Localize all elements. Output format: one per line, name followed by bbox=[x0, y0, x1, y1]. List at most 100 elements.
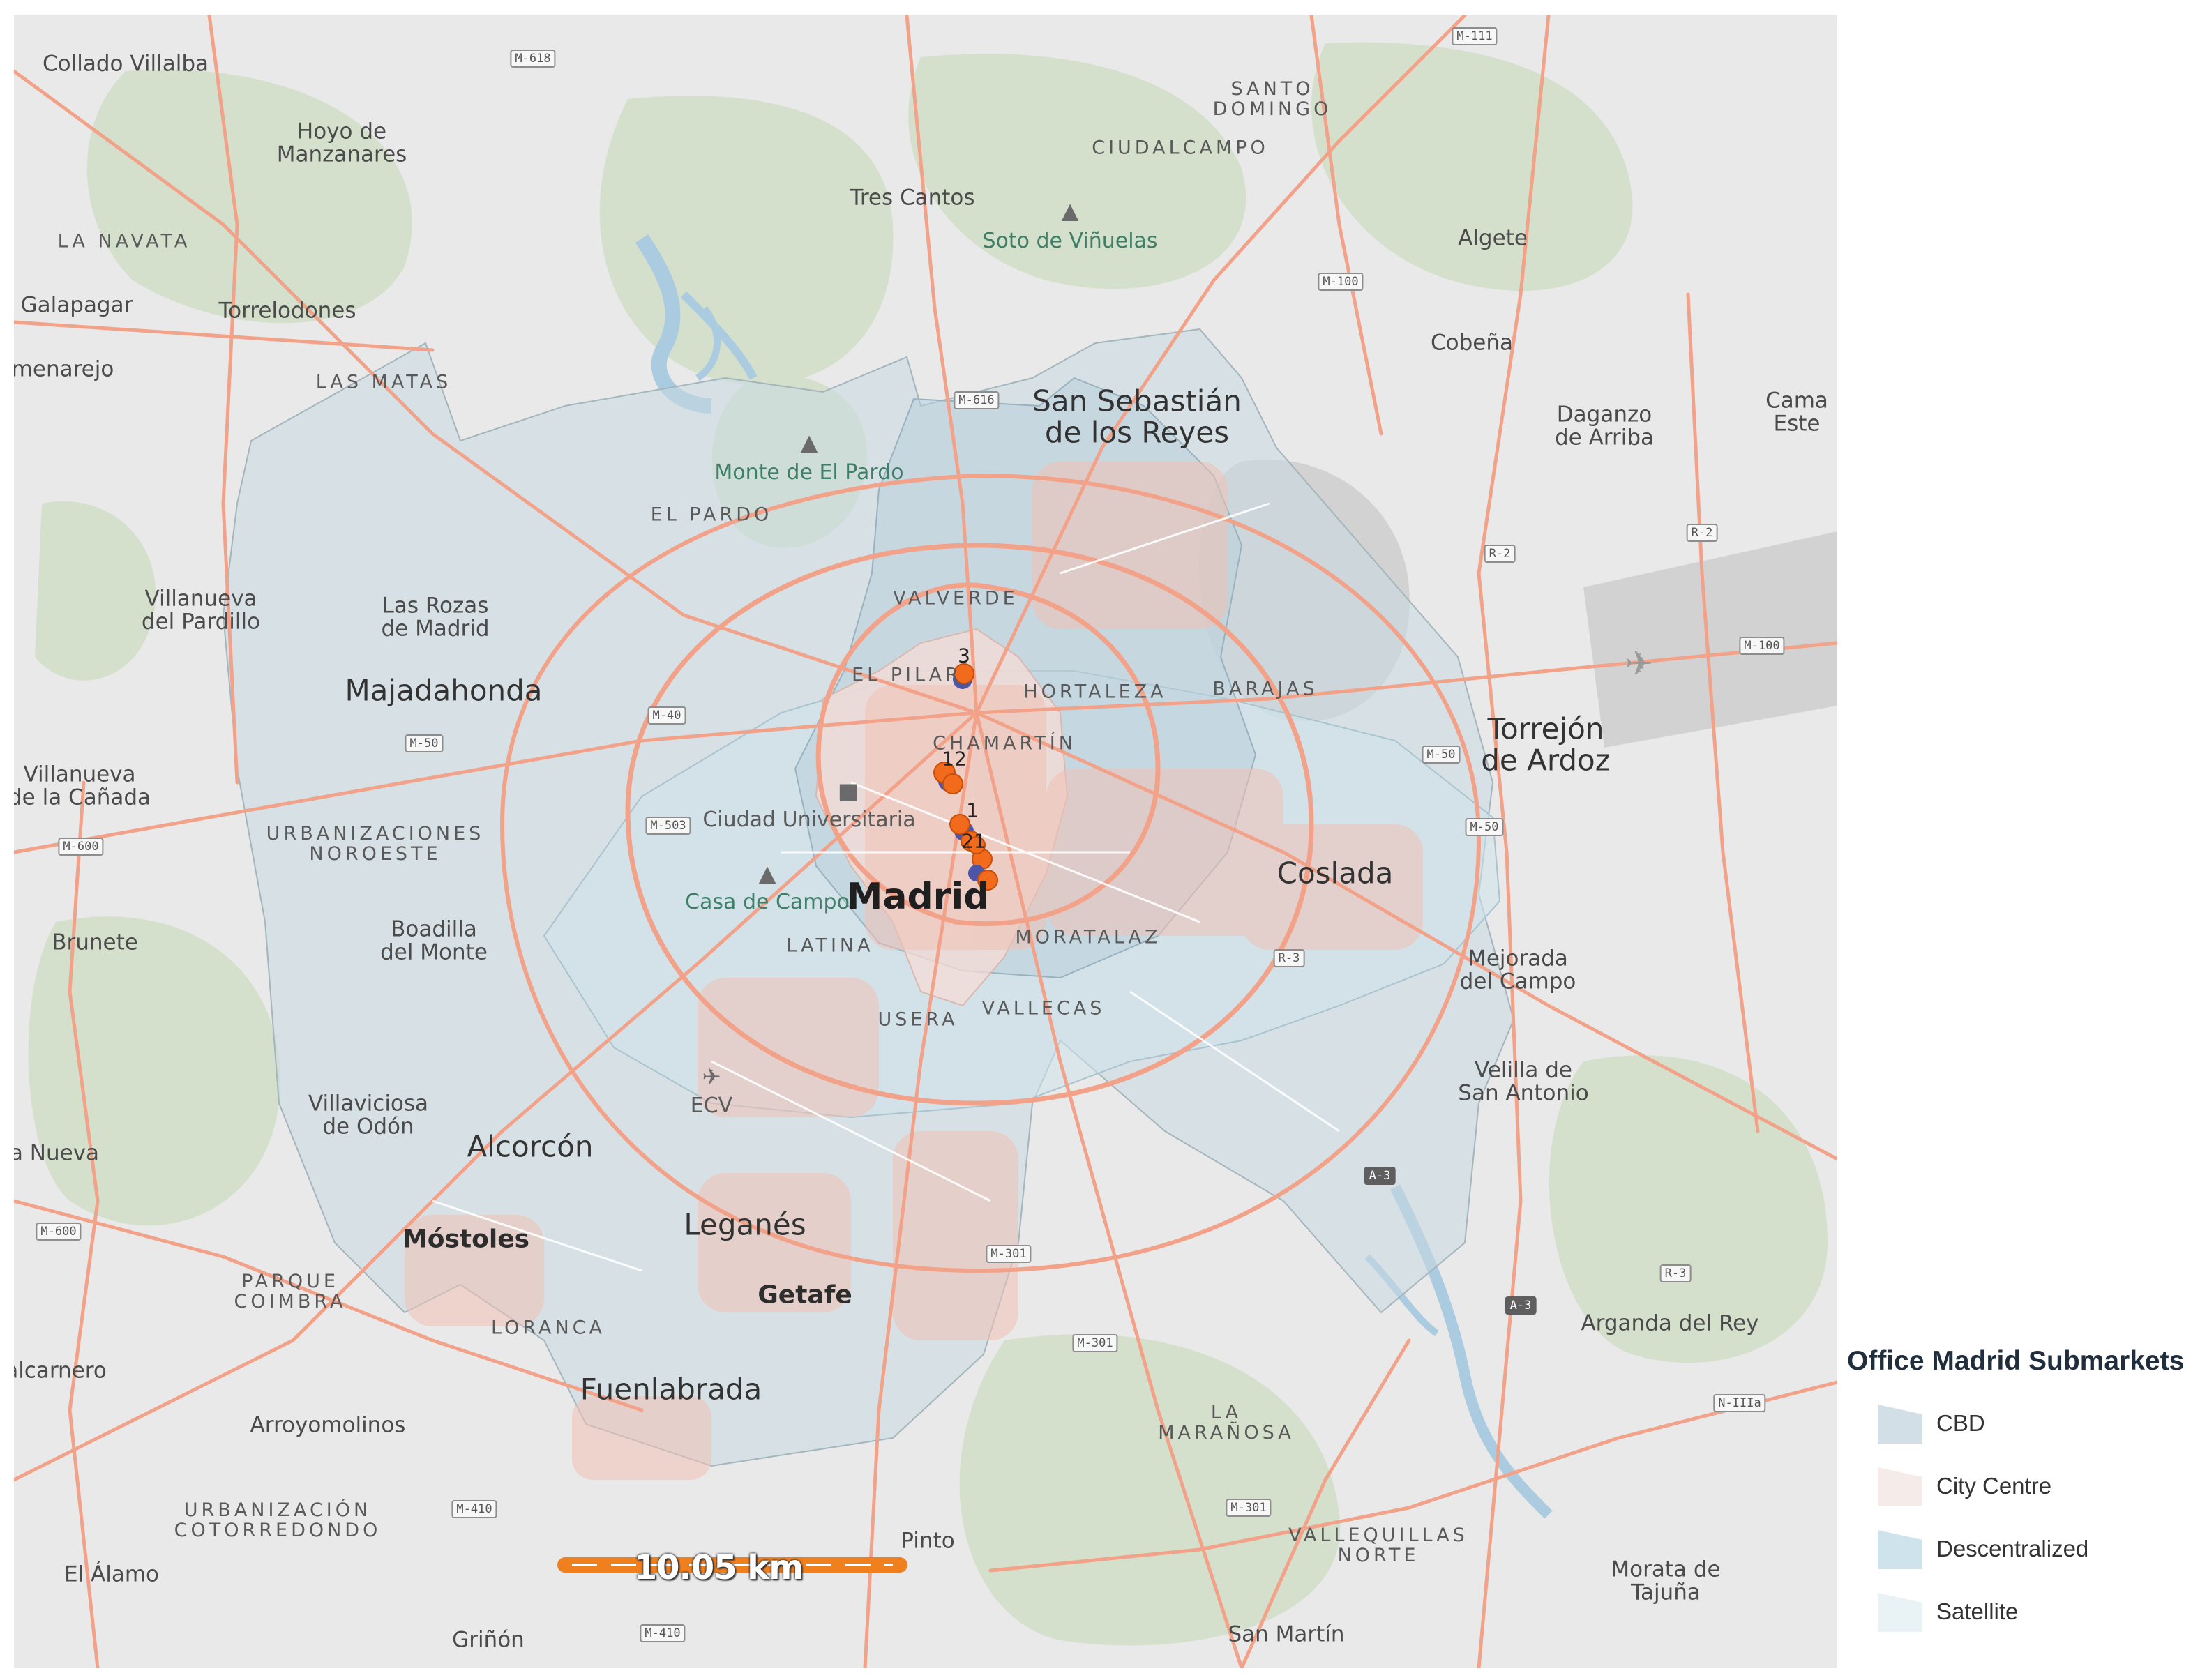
road-badge-m50: M-50 bbox=[405, 734, 444, 752]
label-mostoles: Móstoles bbox=[402, 1225, 530, 1254]
label-las-matas: LAS MATAS bbox=[315, 371, 452, 393]
label-urbanizacion-cotorredondo: URBANIZACIÓN COTORREDONDO bbox=[174, 1499, 382, 1541]
label-arroyomolinos: Arroyomolinos bbox=[250, 1412, 406, 1438]
road-badge-a3: A-3 bbox=[1505, 1296, 1537, 1315]
marker-cluster-count[interactable]: 1 bbox=[966, 799, 979, 822]
label-collado-villalba: Collado Villalba bbox=[43, 51, 209, 77]
label-boadilla-del-monte: Boadilla del Monte bbox=[380, 916, 488, 965]
label-villanueva-del-pardillo: Villanueva del Pardillo bbox=[141, 586, 261, 635]
label-la-maranosa: LA MARAÑOSA bbox=[1158, 1401, 1295, 1444]
park-tree-icon: ▲ bbox=[1061, 197, 1079, 224]
road-badge-m100: M-100 bbox=[1739, 637, 1785, 655]
label-ciudad-universitaria: Ciudad Universitaria bbox=[702, 807, 916, 832]
label-latina: LATINA bbox=[786, 934, 874, 957]
label-fuenlabrada: Fuenlabrada bbox=[580, 1372, 762, 1407]
label-navalcarnero: alcarnero bbox=[14, 1358, 107, 1384]
label-moratalaz: MORATALAZ bbox=[1015, 926, 1161, 948]
label-madrid: Madrid bbox=[846, 875, 990, 918]
road-badge-m600: M-600 bbox=[36, 1223, 82, 1241]
legend-item-descentralized[interactable]: Descentralized bbox=[1847, 1518, 2196, 1580]
label-la-navata: LA NAVATA bbox=[57, 230, 191, 252]
label-ecv: ECV bbox=[690, 1093, 733, 1118]
legend-label: City Centre bbox=[1936, 1473, 2052, 1499]
legend-item-cbd[interactable]: CBD bbox=[1847, 1392, 2196, 1455]
park-tree-icon: ▲ bbox=[758, 860, 776, 886]
road-badge-n3: N-IIIa bbox=[1713, 1394, 1766, 1412]
road-badge-r2: R-2 bbox=[1686, 524, 1718, 542]
road-badge-r3: R-3 bbox=[1273, 949, 1305, 967]
legend-title: Office Madrid Submarkets bbox=[1847, 1346, 2185, 1376]
label-cobena: Cobeña bbox=[1430, 330, 1514, 356]
label-mejorada-del-campo: Mejorada del Campo bbox=[1459, 946, 1576, 994]
road-badge-m50: M-50 bbox=[1465, 818, 1504, 836]
marker-cluster-count[interactable]: 3 bbox=[958, 644, 970, 667]
road-badge-a3: A-3 bbox=[1364, 1167, 1396, 1185]
label-loranca: LORANCA bbox=[491, 1317, 605, 1339]
road-badge-m618: M-618 bbox=[510, 50, 556, 68]
label-las-rozas-de-madrid: Las Rozas de Madrid bbox=[381, 593, 490, 642]
label-el-pardo: EL PARDO bbox=[650, 504, 773, 526]
legend-swatch-satellite bbox=[1878, 1593, 1922, 1632]
marker-cluster-count[interactable]: 12 bbox=[942, 747, 967, 771]
label-vallecas: VALLECAS bbox=[981, 997, 1106, 1020]
label-villanueva-de-la-canada: Villanueva de la Cañada bbox=[14, 762, 151, 810]
label-grinon: Griñón bbox=[452, 1627, 525, 1653]
label-san-sebastian-de-los-reyes: San Sebastián de los Reyes bbox=[1032, 384, 1242, 450]
label-soto-de-vinuelas: Soto de Viñuelas bbox=[982, 228, 1158, 253]
label-casa-de-campo: Casa de Campo bbox=[685, 889, 850, 914]
park-tree-icon: ▲ bbox=[800, 429, 818, 455]
label-alcorcon: Alcorcón bbox=[467, 1129, 594, 1164]
label-hoyo-de-manzanares: Hoyo de Manzanares bbox=[276, 119, 407, 167]
road-badge-m410: M-410 bbox=[640, 1624, 686, 1642]
road-badge-m503: M-503 bbox=[645, 817, 691, 835]
map-canvas[interactable]: Collado Villalba Hoyo de Manzanares LA N… bbox=[14, 15, 1837, 1668]
minor-roads bbox=[432, 502, 1340, 1272]
road-badge-m301: M-301 bbox=[986, 1245, 1032, 1263]
legend-swatch-cbd bbox=[1878, 1405, 1922, 1444]
marker-cluster-count[interactable]: 21 bbox=[961, 829, 986, 853]
label-majadahonda: Majadahonda bbox=[345, 673, 543, 708]
legend-swatch-descentralized bbox=[1878, 1530, 1922, 1569]
road-badge-m301: M-301 bbox=[1226, 1499, 1272, 1517]
label-el-alamo: El Álamo bbox=[63, 1561, 160, 1587]
legend-label: CBD bbox=[1936, 1410, 1985, 1436]
label-navalcarnero-nueva: a Nueva bbox=[14, 1140, 100, 1166]
road-badge-m410: M-410 bbox=[451, 1500, 497, 1518]
airport-plane-icon: ✈ bbox=[702, 1064, 721, 1090]
label-tres-cantos: Tres Cantos bbox=[850, 185, 975, 211]
label-camarma: Cama Este bbox=[1765, 388, 1828, 437]
legend-label: Descentralized bbox=[1936, 1536, 2089, 1561]
label-el-pilar: EL PILAR bbox=[852, 664, 962, 686]
label-coslada: Coslada bbox=[1276, 856, 1394, 891]
label-velilla-de-san-antonio: Velilla de San Antonio bbox=[1458, 1057, 1589, 1106]
legend-item-city-centre[interactable]: City Centre bbox=[1847, 1455, 2196, 1518]
label-algete: Algete bbox=[1458, 225, 1528, 251]
label-san-martin: San Martín bbox=[1228, 1621, 1345, 1647]
legend-label: Satellite bbox=[1936, 1598, 2019, 1624]
label-monte-de-el-pardo: Monte de El Pardo bbox=[714, 460, 904, 485]
label-torrelodones: Torrelodones bbox=[218, 298, 356, 324]
label-arganda-del-rey: Arganda del Rey bbox=[1581, 1310, 1759, 1336]
legend-item-satellite[interactable]: Satellite bbox=[1847, 1580, 2196, 1643]
label-vallequillas-norte: VALLEQUILLAS NORTE bbox=[1288, 1524, 1468, 1566]
scale-bar-label: 10.05 km bbox=[633, 1548, 804, 1587]
label-pinto: Pinto bbox=[901, 1528, 955, 1554]
legend: Office Madrid Submarkets CBD City Centre… bbox=[1847, 1346, 2196, 1643]
university-icon: ■ bbox=[837, 778, 859, 804]
road-badge-m111: M-111 bbox=[1452, 27, 1498, 45]
road-badge-r3: R-3 bbox=[1659, 1264, 1692, 1282]
legend-swatch-city-centre bbox=[1878, 1467, 1922, 1506]
label-villaviciosa-de-odon: Villaviciosa de Odón bbox=[308, 1091, 429, 1140]
label-leganes: Leganés bbox=[684, 1207, 806, 1242]
road-badge-m301: M-301 bbox=[1072, 1334, 1118, 1352]
label-chamartin: CHAMARTÍN bbox=[933, 732, 1076, 755]
label-colmenarejo: menarejo bbox=[14, 356, 114, 382]
airport-plane-icon: ✈ bbox=[1625, 644, 1654, 683]
label-getafe: Getafe bbox=[758, 1280, 852, 1310]
road-badge-m40: M-40 bbox=[647, 706, 686, 725]
label-morata-de-tajuna: Morata de Tajuña bbox=[1611, 1557, 1721, 1605]
property-markers[interactable] bbox=[933, 663, 998, 891]
road-network bbox=[14, 15, 1837, 1668]
label-valverde: VALVERDE bbox=[893, 587, 1018, 610]
label-santo-domingo: SANTO DOMINGO bbox=[1212, 77, 1332, 120]
